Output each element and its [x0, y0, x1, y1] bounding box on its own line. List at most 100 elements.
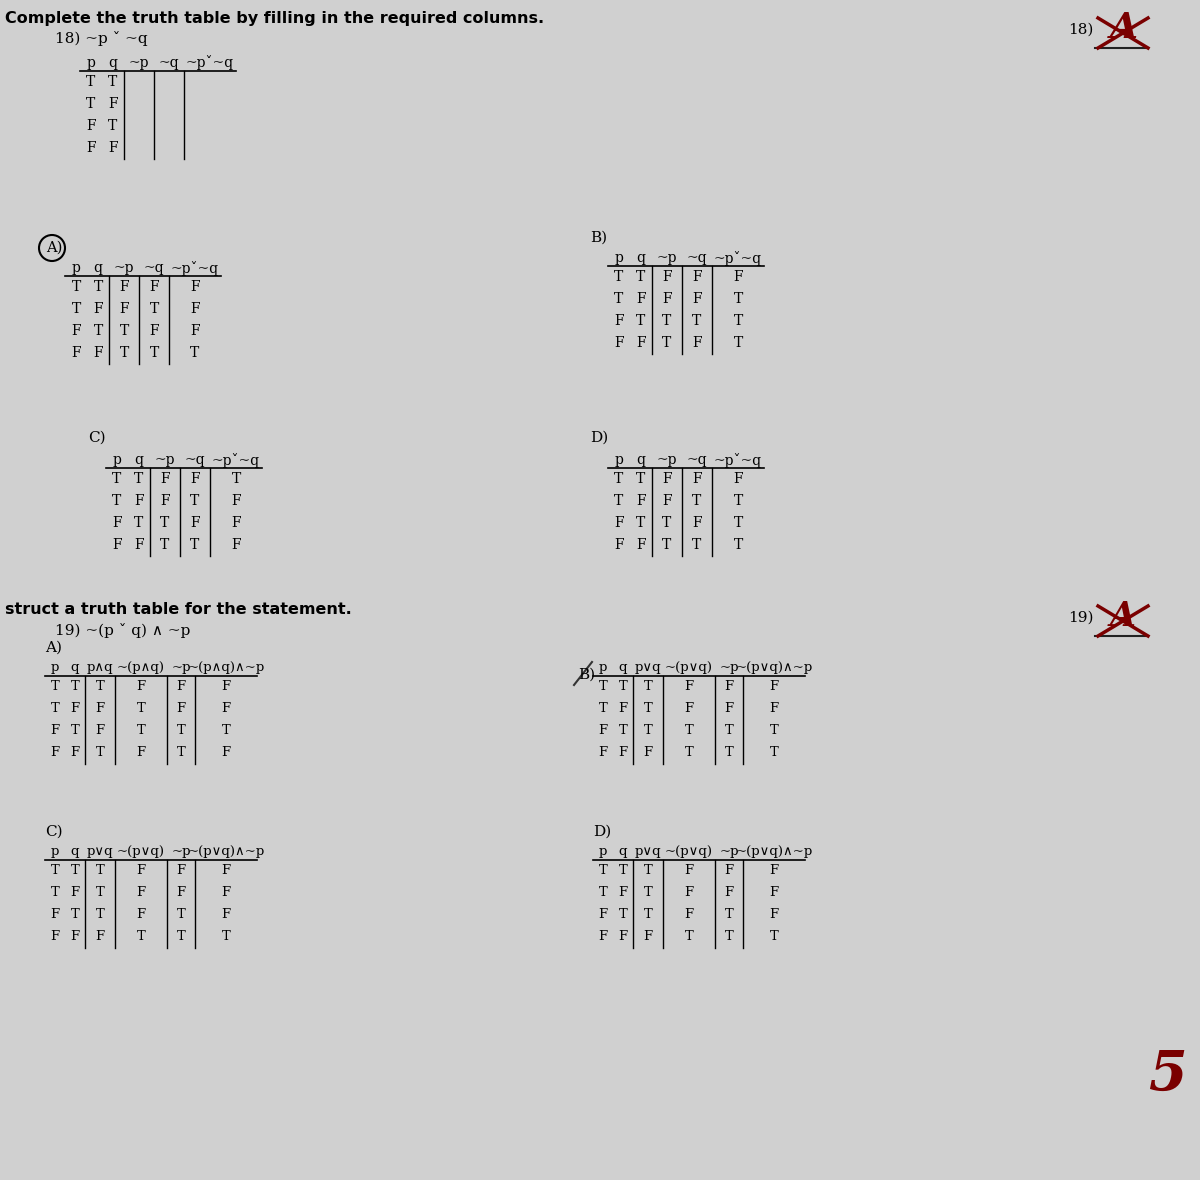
Text: A: A: [1110, 599, 1136, 632]
Text: T: T: [614, 291, 624, 306]
Text: F: F: [232, 516, 241, 530]
Text: T: T: [685, 931, 694, 944]
Text: p∨q: p∨q: [635, 662, 661, 675]
Text: T: T: [599, 681, 607, 694]
Text: T: T: [86, 76, 96, 88]
Text: F: F: [692, 270, 702, 284]
Text: ~(p∨q): ~(p∨q): [665, 846, 713, 859]
Text: T: T: [119, 324, 128, 337]
Text: F: F: [96, 725, 104, 738]
Text: F: F: [733, 472, 743, 486]
Text: F: F: [222, 865, 230, 878]
Text: T: T: [636, 270, 646, 284]
Text: F: F: [86, 119, 96, 133]
Text: F: F: [134, 494, 144, 509]
Text: F: F: [108, 140, 118, 155]
Text: F: F: [222, 702, 230, 715]
Text: F: F: [50, 931, 60, 944]
Text: 19) ~(p ˇ q) ∧ ~p: 19) ~(p ˇ q) ∧ ~p: [55, 623, 191, 637]
Text: T: T: [96, 681, 104, 694]
Text: F: F: [71, 886, 79, 899]
Text: ~(p∧q): ~(p∧q): [118, 662, 166, 675]
Text: F: F: [618, 702, 628, 715]
Text: F: F: [176, 681, 186, 694]
Text: F: F: [108, 97, 118, 111]
Text: T: T: [137, 931, 145, 944]
Text: T: T: [614, 494, 624, 509]
Text: 18) ~p ˇ ~q: 18) ~p ˇ ~q: [55, 31, 148, 46]
Text: T: T: [191, 538, 199, 552]
Text: T: T: [71, 681, 79, 694]
Text: F: F: [134, 538, 144, 552]
Text: T: T: [86, 97, 96, 111]
Text: 19): 19): [1068, 611, 1093, 625]
Text: T: T: [643, 702, 653, 715]
Text: F: F: [222, 681, 230, 694]
Text: F: F: [222, 747, 230, 760]
Text: F: F: [614, 336, 624, 350]
Text: F: F: [614, 538, 624, 552]
Text: F: F: [769, 865, 779, 878]
Text: D): D): [593, 825, 611, 839]
Text: T: T: [50, 865, 59, 878]
Text: T: T: [636, 516, 646, 530]
Text: F: F: [643, 747, 653, 760]
Text: p: p: [614, 251, 624, 266]
Text: T: T: [96, 886, 104, 899]
Text: q: q: [71, 662, 79, 675]
Text: F: F: [684, 909, 694, 922]
Text: B): B): [590, 231, 607, 245]
Text: F: F: [725, 865, 733, 878]
Text: ~(p∨q)∧~p: ~(p∨q)∧~p: [736, 662, 812, 675]
Text: F: F: [769, 909, 779, 922]
Text: T: T: [733, 494, 743, 509]
Text: F: F: [643, 931, 653, 944]
Text: ~p: ~p: [656, 453, 677, 467]
Text: F: F: [684, 865, 694, 878]
Text: T: T: [733, 516, 743, 530]
Text: T: T: [662, 336, 672, 350]
Text: T: T: [50, 702, 59, 715]
Text: T: T: [733, 538, 743, 552]
Text: T: T: [137, 702, 145, 715]
Text: A): A): [46, 241, 62, 255]
Text: T: T: [50, 886, 59, 899]
Text: F: F: [190, 324, 200, 337]
Text: q: q: [134, 453, 144, 467]
Text: q: q: [619, 846, 628, 859]
Text: T: T: [191, 346, 199, 360]
Text: C): C): [88, 431, 106, 445]
Text: ~p: ~p: [114, 261, 134, 275]
Text: T: T: [662, 538, 672, 552]
Text: F: F: [618, 747, 628, 760]
Text: T: T: [96, 909, 104, 922]
Text: T: T: [643, 909, 653, 922]
Text: F: F: [614, 516, 624, 530]
Text: F: F: [662, 494, 672, 509]
Text: F: F: [160, 472, 170, 486]
Text: F: F: [176, 886, 186, 899]
Text: F: F: [599, 909, 607, 922]
Text: T: T: [769, 747, 779, 760]
Text: C): C): [46, 825, 62, 839]
Text: T: T: [71, 865, 79, 878]
Text: ~pˇ~q: ~pˇ~q: [714, 452, 762, 467]
Text: q: q: [636, 453, 646, 467]
Text: F: F: [149, 280, 158, 294]
Text: Complete the truth table by filling in the required columns.: Complete the truth table by filling in t…: [5, 11, 544, 26]
Text: T: T: [108, 76, 118, 88]
Text: p: p: [72, 261, 80, 275]
Text: T: T: [643, 681, 653, 694]
Text: p: p: [50, 662, 59, 675]
Text: T: T: [599, 865, 607, 878]
Text: T: T: [134, 516, 144, 530]
Text: ~pˇ~q: ~pˇ~q: [212, 452, 260, 467]
Text: F: F: [769, 681, 779, 694]
Text: F: F: [232, 494, 241, 509]
Text: p: p: [599, 846, 607, 859]
Text: T: T: [94, 280, 103, 294]
Text: T: T: [619, 681, 628, 694]
Text: ~p: ~p: [172, 662, 191, 675]
Text: F: F: [662, 270, 672, 284]
Text: ~q: ~q: [144, 261, 164, 275]
